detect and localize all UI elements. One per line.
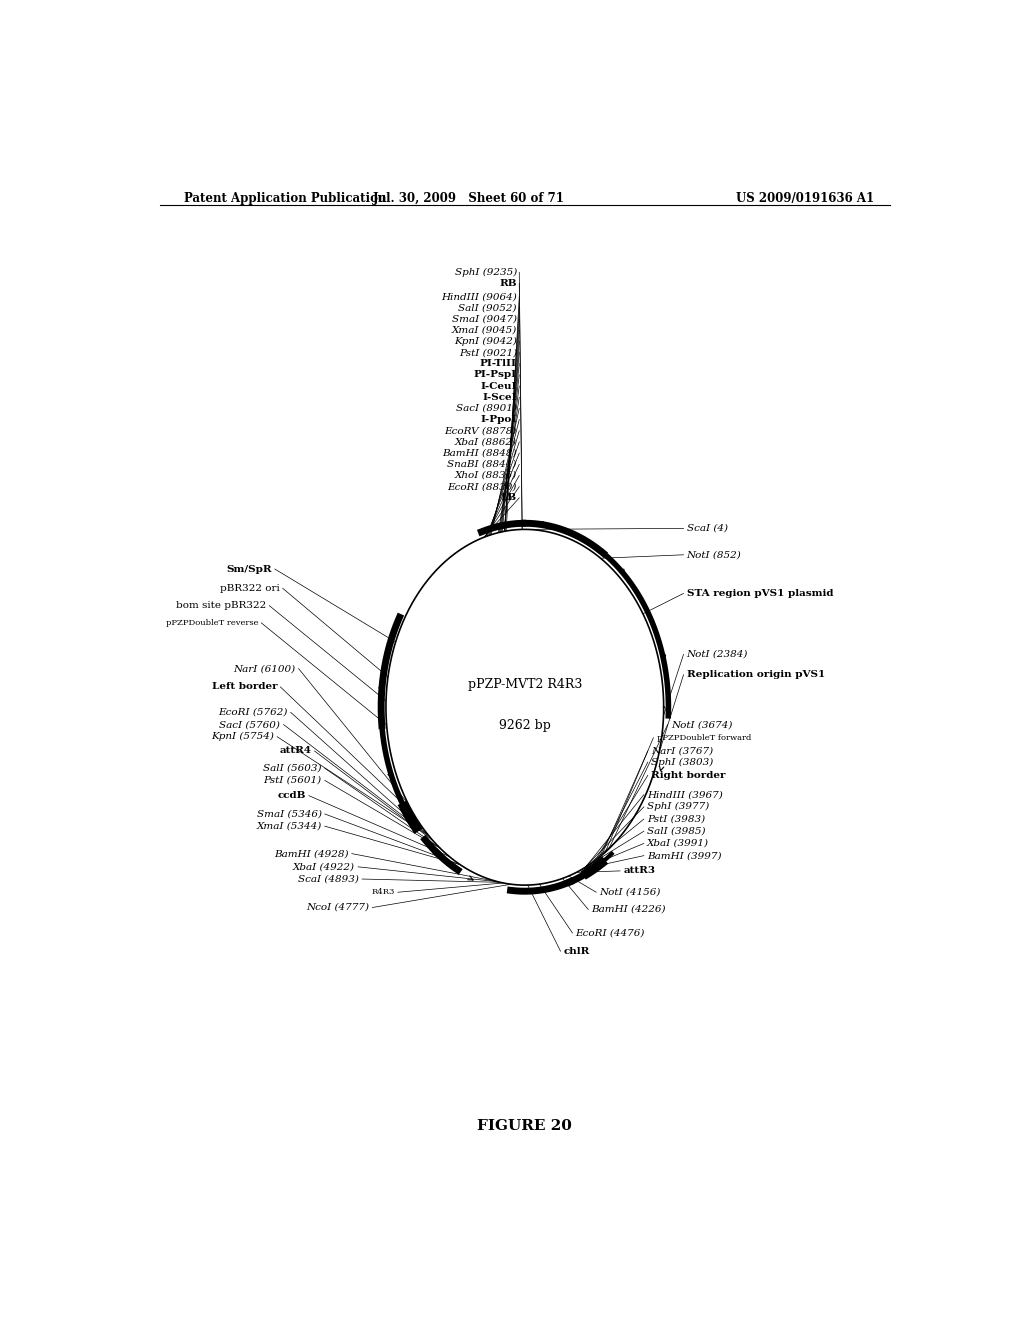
Text: I-PpoI: I-PpoI (480, 414, 517, 424)
Text: ScaI (4): ScaI (4) (687, 524, 728, 533)
Text: Left border: Left border (212, 682, 278, 692)
Text: PI-TlII: PI-TlII (480, 359, 517, 368)
Text: STA region pVS1 plasmid: STA region pVS1 plasmid (687, 589, 834, 598)
Text: SphI (9235): SphI (9235) (455, 268, 517, 277)
Text: NotI (2384): NotI (2384) (687, 649, 749, 659)
Text: ccdB: ccdB (278, 791, 306, 800)
Text: Sm/SpR: Sm/SpR (226, 565, 271, 573)
Text: BamHI (3997): BamHI (3997) (647, 851, 722, 861)
Text: LB: LB (501, 494, 517, 503)
Text: R4R3: R4R3 (372, 888, 394, 896)
Text: SalI (9052): SalI (9052) (459, 304, 517, 313)
Text: NotI (4156): NotI (4156) (599, 888, 660, 896)
Text: pBR322 ori: pBR322 ori (220, 583, 280, 593)
Text: NotI (852): NotI (852) (687, 550, 741, 560)
Text: XbaI (8862): XbaI (8862) (455, 437, 517, 446)
Text: BamHI (8848): BamHI (8848) (442, 449, 517, 458)
Text: pPZPDoubleT reverse: pPZPDoubleT reverse (166, 619, 258, 627)
Text: SmaI (9047): SmaI (9047) (452, 314, 517, 323)
Text: PstI (3983): PstI (3983) (647, 814, 706, 824)
Text: SalI (3985): SalI (3985) (647, 826, 706, 836)
Text: 9262 bp: 9262 bp (499, 719, 551, 733)
Text: XbaI (4922): XbaI (4922) (293, 862, 355, 871)
Text: XmaI (9045): XmaI (9045) (452, 326, 517, 335)
Text: XhoI (8836): XhoI (8836) (455, 471, 517, 480)
Text: NcoI (4777): NcoI (4777) (306, 903, 370, 912)
Text: SphI (3977): SphI (3977) (647, 803, 710, 812)
Text: pPZPDoubleT forward: pPZPDoubleT forward (656, 734, 751, 742)
Text: NarI (3767): NarI (3767) (651, 747, 713, 755)
Text: XmaI (5344): XmaI (5344) (256, 821, 322, 830)
Text: attR4: attR4 (280, 747, 311, 755)
Text: SmaI (5346): SmaI (5346) (257, 809, 322, 818)
Text: PI-PspI: PI-PspI (474, 371, 517, 379)
Text: PstI (5601): PstI (5601) (263, 776, 322, 785)
Text: XbaI (3991): XbaI (3991) (647, 840, 709, 847)
Text: EcoRV (8878): EcoRV (8878) (444, 426, 517, 436)
Text: HindIII (9064): HindIII (9064) (441, 292, 517, 301)
Text: SalI (5603): SalI (5603) (263, 764, 322, 772)
Text: attR3: attR3 (624, 866, 655, 875)
Text: US 2009/0191636 A1: US 2009/0191636 A1 (736, 191, 873, 205)
Text: SphI (3803): SphI (3803) (651, 758, 714, 767)
Text: SacI (8901): SacI (8901) (456, 404, 517, 413)
Text: I-CeuI: I-CeuI (480, 381, 517, 391)
Text: EcoRI (5762): EcoRI (5762) (218, 708, 288, 717)
Text: Jul. 30, 2009   Sheet 60 of 71: Jul. 30, 2009 Sheet 60 of 71 (374, 191, 565, 205)
Text: EcoRI (4476): EcoRI (4476) (575, 928, 645, 937)
Text: HindIII (3967): HindIII (3967) (647, 791, 723, 799)
Text: KpnI (5754): KpnI (5754) (211, 733, 274, 742)
Text: BamHI (4928): BamHI (4928) (274, 849, 348, 858)
Text: chlR: chlR (563, 946, 590, 956)
Text: SacI (5760): SacI (5760) (219, 719, 281, 729)
Text: NotI (3674): NotI (3674) (671, 719, 732, 729)
Text: RB: RB (500, 279, 517, 288)
Text: bom site pBR322: bom site pBR322 (176, 601, 266, 610)
Text: EcoRI (8830): EcoRI (8830) (447, 482, 517, 491)
Text: ScaI (4893): ScaI (4893) (298, 875, 359, 883)
Text: FIGURE 20: FIGURE 20 (477, 1119, 572, 1133)
Text: SnaBI (8844): SnaBI (8844) (447, 459, 517, 469)
Text: Patent Application Publication: Patent Application Publication (183, 191, 386, 205)
Text: BamHI (4226): BamHI (4226) (592, 906, 666, 913)
Text: KpnI (9042): KpnI (9042) (454, 337, 517, 346)
Text: I-SceI: I-SceI (482, 393, 517, 401)
Text: Right border: Right border (651, 771, 725, 780)
Text: Replication origin pVS1: Replication origin pVS1 (687, 671, 825, 680)
Text: PstI (9021): PstI (9021) (459, 348, 517, 356)
Text: pPZP-MVT2 R4R3: pPZP-MVT2 R4R3 (468, 678, 582, 692)
Text: NarI (6100): NarI (6100) (233, 664, 296, 673)
